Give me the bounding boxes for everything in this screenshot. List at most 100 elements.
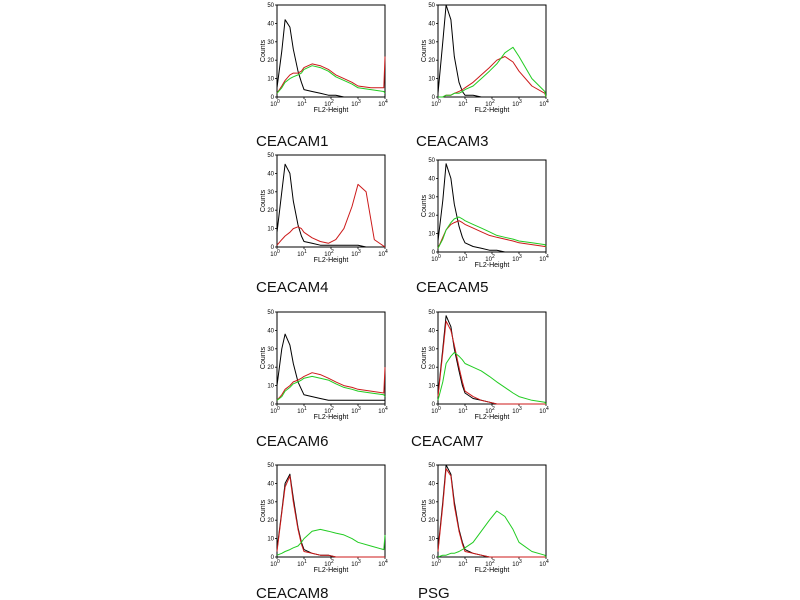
x-tick-label: 104 — [539, 99, 549, 108]
x-tick-label: 101 — [458, 99, 468, 108]
histogram-series-red — [276, 56, 386, 94]
x-tick-label: 102 — [485, 99, 495, 108]
y-tick-label: 0 — [271, 555, 275, 561]
x-axis-label: FL2-Height — [475, 414, 510, 421]
y-tick-label: 50 — [267, 310, 274, 316]
x-tick-label: 100 — [270, 406, 280, 415]
histogram-panel: 0 10 20 30 40 50 100 101 102 103 104 FL2-Height Coun… — [416, 158, 549, 296]
x-tick-label: 100 — [431, 99, 441, 108]
histogram-series-black — [276, 333, 385, 401]
panel-title: CEACAM3 — [416, 133, 489, 150]
y-tick-label: 20 — [267, 58, 274, 64]
y-tick-label: 20 — [428, 58, 435, 64]
y-tick-label: 30 — [267, 347, 274, 353]
panel-title: CEACAM7 — [411, 433, 484, 450]
y-tick-label: 10 — [267, 77, 274, 83]
y-tick-label: 50 — [428, 310, 435, 316]
y-tick-label: 10 — [267, 384, 274, 390]
y-tick-label: 30 — [428, 195, 435, 201]
y-tick-label: 50 — [428, 3, 435, 9]
y-tick-label: 50 — [267, 463, 274, 469]
y-tick-label: 50 — [267, 3, 274, 9]
y-tick-label: 20 — [267, 208, 274, 214]
y-axis-label: Counts — [260, 499, 267, 522]
histogram-series-black — [437, 4, 546, 98]
x-axis-label: FL2-Height — [314, 257, 349, 264]
x-tick-label: 103 — [351, 406, 361, 415]
histogram-series-black — [276, 473, 385, 558]
x-tick-label: 102 — [485, 254, 495, 263]
x-tick-label: 104 — [539, 254, 549, 263]
y-tick-label: 10 — [428, 384, 435, 390]
x-tick-label: 101 — [297, 559, 307, 568]
x-tick-label: 102 — [324, 406, 334, 415]
x-tick-label: 101 — [458, 254, 468, 263]
y-axis-label: Counts — [421, 194, 428, 217]
y-tick-label: 20 — [267, 518, 274, 524]
histogram-panel: 0 10 20 30 40 50 100 101 102 103 104 FL2-Height Coun… — [256, 3, 388, 150]
panel-title: CEACAM4 — [256, 279, 329, 296]
y-tick-label: 10 — [428, 537, 435, 543]
x-tick-label: 101 — [458, 559, 468, 568]
y-axis-label: Counts — [260, 189, 267, 212]
histogram-series-green — [437, 352, 547, 405]
histogram-series-black — [437, 464, 546, 558]
y-tick-label: 0 — [271, 402, 275, 408]
y-tick-label: 10 — [428, 77, 435, 83]
histogram-series-red — [437, 220, 546, 249]
x-tick-label: 102 — [485, 559, 495, 568]
x-tick-label: 102 — [485, 406, 495, 415]
y-tick-label: 40 — [267, 481, 274, 487]
y-tick-label: 20 — [267, 365, 274, 371]
histogram-series-red — [438, 56, 547, 98]
x-tick-label: 102 — [324, 249, 334, 258]
y-axis-label: Counts — [260, 39, 267, 62]
histogram-series-green — [438, 46, 547, 98]
y-tick-label: 10 — [267, 537, 274, 543]
histogram-series-black — [437, 163, 546, 253]
y-tick-label: 0 — [271, 95, 275, 101]
x-axis-label: FL2-Height — [314, 567, 349, 574]
histogram-series-green — [437, 216, 547, 249]
y-tick-label: 30 — [428, 500, 435, 506]
x-tick-label: 103 — [351, 249, 361, 258]
x-tick-label: 101 — [297, 406, 307, 415]
x-tick-label: 104 — [378, 249, 388, 258]
x-tick-label: 104 — [539, 406, 549, 415]
x-tick-label: 104 — [378, 406, 388, 415]
x-tick-label: 100 — [431, 559, 441, 568]
y-axis-label: Counts — [421, 499, 428, 522]
histogram-series-green — [437, 510, 547, 558]
x-tick-label: 104 — [539, 559, 549, 568]
y-tick-label: 0 — [432, 402, 436, 408]
y-tick-label: 40 — [428, 481, 435, 487]
x-axis-label: FL2-Height — [314, 107, 349, 114]
y-tick-label: 20 — [428, 213, 435, 219]
y-axis-label: Counts — [421, 346, 428, 369]
y-tick-label: 40 — [267, 21, 274, 27]
histogram-series-red — [276, 475, 385, 558]
y-tick-label: 40 — [267, 328, 274, 334]
y-tick-label: 20 — [428, 518, 435, 524]
x-tick-label: 103 — [512, 559, 522, 568]
x-tick-label: 103 — [351, 99, 361, 108]
y-tick-label: 40 — [267, 171, 274, 177]
x-tick-label: 101 — [458, 406, 468, 415]
y-tick-label: 30 — [267, 40, 274, 46]
histogram-panel: 0 10 20 30 40 50 100 101 102 103 104 FL2-Height Coun… — [411, 310, 549, 450]
plot-frame — [276, 311, 386, 405]
panel-title: CEACAM6 — [256, 433, 329, 450]
y-tick-label: 0 — [271, 245, 275, 251]
x-tick-label: 100 — [270, 249, 280, 258]
x-tick-label: 103 — [512, 406, 522, 415]
x-tick-label: 101 — [297, 99, 307, 108]
y-axis-label: Counts — [260, 346, 267, 369]
histogram-series-green — [276, 375, 386, 401]
y-tick-label: 50 — [428, 158, 435, 164]
x-tick-label: 101 — [297, 249, 307, 258]
x-axis-label: FL2-Height — [475, 567, 510, 574]
y-tick-label: 0 — [432, 555, 436, 561]
y-tick-label: 0 — [432, 250, 436, 256]
plot-frame — [276, 464, 386, 558]
histogram-series-red — [276, 367, 386, 401]
